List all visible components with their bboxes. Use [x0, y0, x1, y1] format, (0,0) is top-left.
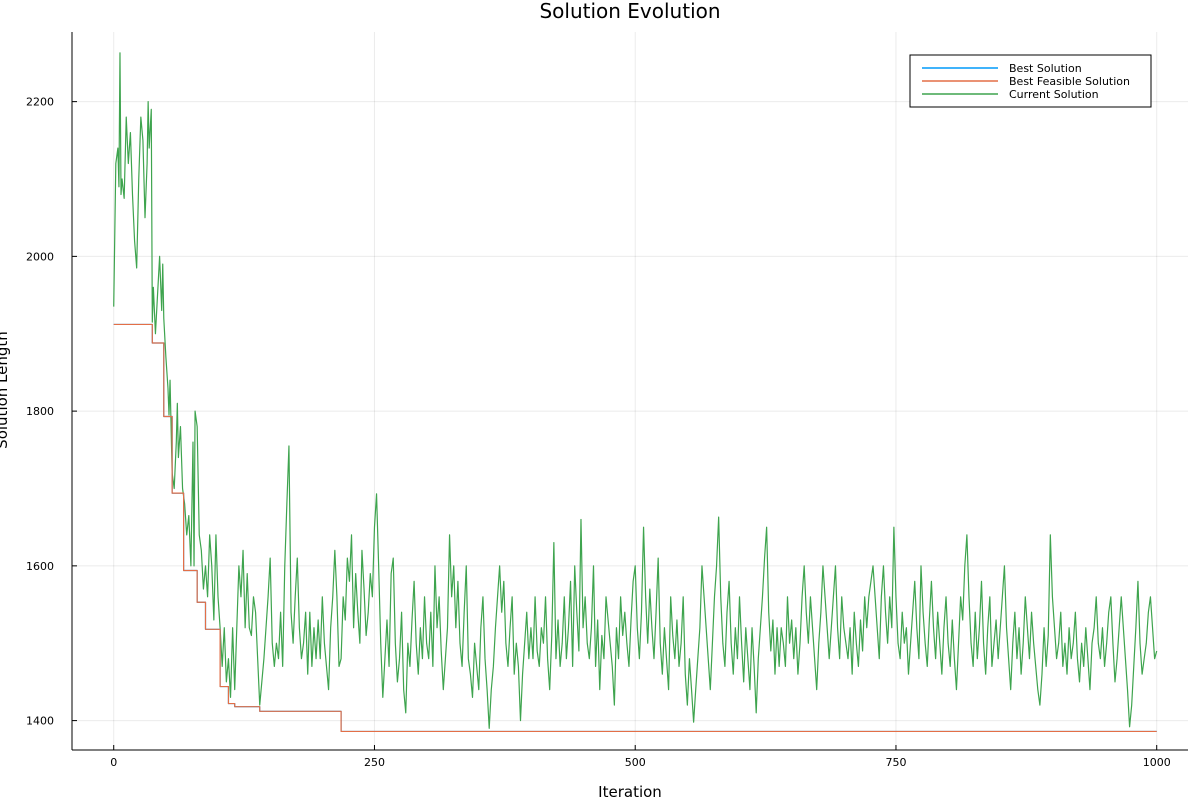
- legend-best-feasible-solution-label: Best Feasible Solution: [1009, 75, 1130, 88]
- x-tick-label: 500: [625, 756, 646, 769]
- y-tick-label: 1600: [26, 560, 54, 573]
- x-tick-label: 750: [885, 756, 906, 769]
- x-axis-label: Iteration: [598, 783, 662, 800]
- best-feasible-solution-line: [113, 323, 1157, 733]
- x-tick-label: 0: [110, 756, 117, 769]
- x-tick-label: 1000: [1143, 756, 1171, 769]
- y-tick-label: 1400: [26, 715, 54, 728]
- current-solution-line: [113, 52, 1158, 729]
- y-tick-label: 2200: [26, 96, 54, 109]
- y-axis-label: Solution Length: [0, 331, 11, 449]
- y-tick-label: 2000: [26, 250, 54, 263]
- axes: [71, 32, 1188, 751]
- series-layer: [113, 52, 1158, 733]
- y-tick-label: 1800: [26, 405, 54, 418]
- x-tick-label: 250: [364, 756, 385, 769]
- legend-best-solution-label: Best Solution: [1009, 62, 1082, 75]
- chart-title: Solution Evolution: [539, 0, 720, 23]
- legend-current-solution-label: Current Solution: [1009, 88, 1099, 101]
- tick-labels: 0 250 500 750 1000 1400 1600 1800 2000 2200: [26, 96, 1171, 769]
